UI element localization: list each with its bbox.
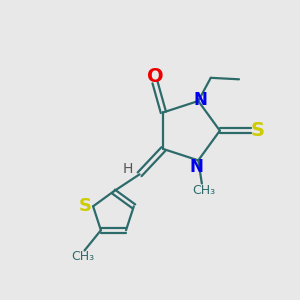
Text: N: N [194, 91, 207, 109]
Text: CH₃: CH₃ [192, 184, 215, 196]
Text: N: N [190, 158, 204, 176]
Text: S: S [78, 197, 91, 215]
Text: CH₃: CH₃ [71, 250, 94, 263]
Text: O: O [147, 67, 164, 85]
Text: S: S [250, 121, 265, 140]
Text: H: H [122, 162, 133, 176]
